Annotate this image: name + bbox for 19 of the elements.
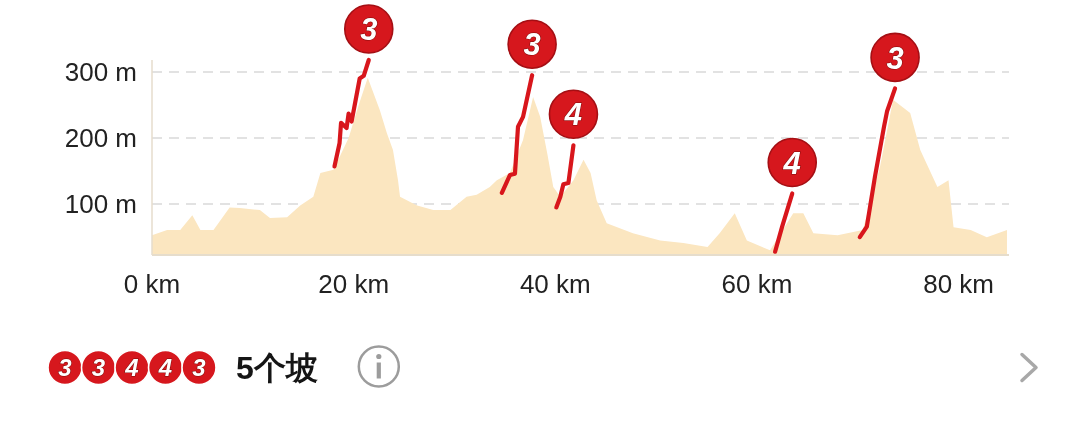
y-tick-label: 300 m (64, 56, 137, 87)
x-tick-label: 20 km (318, 269, 390, 299)
summary-badge-label: 3 (91, 354, 106, 382)
y-tick-label: 200 m (64, 123, 137, 153)
climb-marker-label: 3 (886, 40, 904, 76)
summary-badge-label: 4 (125, 354, 139, 382)
climb-marker-label: 4 (564, 97, 583, 133)
climb-marker-label: 4 (783, 145, 801, 181)
y-tick-label: 100 m (64, 189, 137, 220)
climb-marker-label: 3 (523, 27, 541, 63)
x-tick-label: 0 km (123, 269, 181, 299)
summary-badge-label: 3 (192, 354, 206, 382)
summary-badge-label: 4 (158, 354, 173, 382)
x-tick-label: 40 km (519, 269, 591, 299)
x-tick-label: 60 km (721, 269, 793, 299)
climb-marker-label: 3 (360, 12, 378, 48)
climb-count: 5个坡 (236, 349, 318, 386)
x-tick-label: 80 km (923, 269, 994, 299)
summary-badge-label: 3 (58, 354, 72, 382)
